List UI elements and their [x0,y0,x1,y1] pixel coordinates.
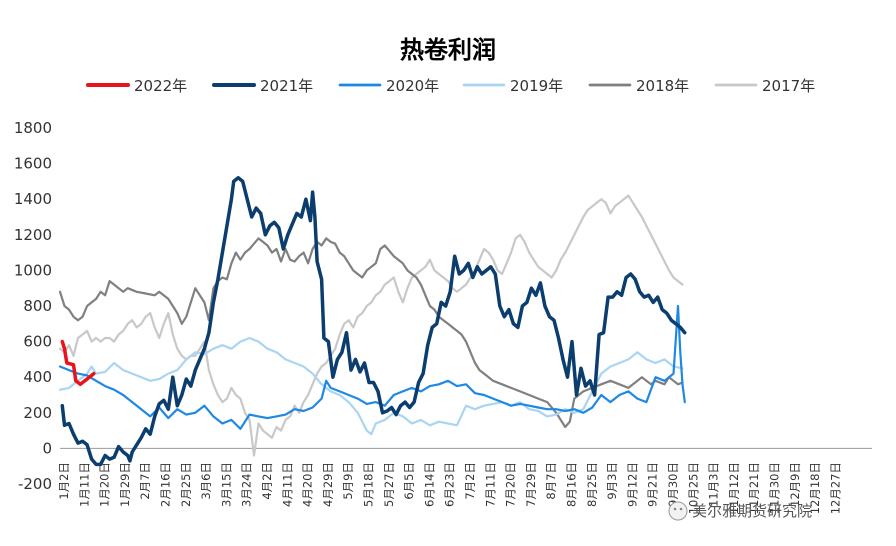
x-tick-label: 12月9日 [788,462,802,507]
x-tick-label: 10月25日 [686,462,700,514]
y-tick-label: 1600 [14,155,52,173]
x-tick-label: 5月9日 [341,462,355,500]
y-tick-label: 0 [42,439,52,457]
x-tick-label: 1月11日 [77,462,91,507]
x-tick-label: 9月3日 [605,462,619,500]
series-line-2021年 [60,176,687,467]
y-tick-label: 1400 [14,190,52,208]
x-tick-label: 11月12日 [727,462,741,514]
y-tick-label: -200 [18,475,52,493]
series-layer [58,176,687,467]
x-tick-label: 6月14日 [422,462,436,507]
series-line-2022年 [60,339,96,387]
watermark: 美尔雅期货研究院 [668,501,812,521]
x-tick-label: 6月5日 [402,462,416,500]
x-tick-label: 2月7日 [138,462,152,500]
x-tick-label: 3月15日 [219,462,233,507]
y-tick-label: 600 [23,333,52,351]
x-tick-label: 2月25日 [179,462,193,507]
x-tick-label: 2月16日 [159,462,173,507]
wechat-icon [668,501,688,521]
y-tick-label: 800 [23,297,52,315]
legend-label: 2022年 [134,77,187,95]
legend-label: 2020年 [386,77,439,95]
x-tick-label: 3月6日 [199,462,213,500]
x-tick-label: 9月21日 [646,462,660,507]
x-tick-label: 3月24日 [240,462,254,507]
legend-label: 2021年 [260,77,313,95]
legend-label: 2017年 [762,77,815,95]
legend-label: 2018年 [636,77,689,95]
x-tick-label: 12月27日 [828,462,842,514]
x-tick-label: 11月21日 [747,462,761,514]
x-tick-label: 8月25日 [585,462,599,507]
y-tick-label: 200 [23,404,52,422]
x-tick-label: 8月16日 [565,462,579,507]
y-tick-label: 400 [23,368,52,386]
series-line-2017年 [58,194,684,457]
x-tick-label: 5月18日 [362,462,376,507]
x-tick-label: 7月2日 [463,462,477,500]
x-tick-label: 11月30日 [768,462,782,514]
y-tick-label: 1000 [14,261,52,279]
x-tick-label: 11月3日 [707,462,721,507]
x-tick-label: 4月29日 [321,462,335,507]
x-tick-label: 1月29日 [118,462,132,507]
x-tick-label: 8月7日 [544,462,558,500]
x-tick-label: 7月11日 [483,462,497,507]
x-tick-label: 7月20日 [504,462,518,507]
x-tick-label: 1月20日 [98,462,112,507]
x-tick-label: 4月11日 [280,462,294,507]
x-tick-label: 5月27日 [382,462,396,507]
chart-title: 热卷利润 [400,35,496,64]
y-tick-label: 1200 [14,226,52,244]
x-tick-label: 1月2日 [57,462,71,500]
y-axis: -200 0 200 400 600 800 1000 1200 1400 1600 1800 [14,119,52,493]
series-line-2018年 [58,237,684,429]
legend-label: 2019年 [510,77,563,95]
watermark-text: 美尔雅期货研究院 [692,502,812,520]
x-tick-label: 7月29日 [524,462,538,507]
y-tick-label: 1800 [14,119,52,137]
x-tick-label: 9月30日 [666,462,680,507]
x-tick-label: 9月12日 [625,462,639,507]
series-line-2019年 [58,336,684,436]
x-tick-label: 6月23日 [443,462,457,507]
x-tick-label: 4月20日 [301,462,315,507]
x-tick-label: 12月18日 [808,462,822,514]
legend: 2022年 2021年 2020年 2019年 2018年 2017年 [86,77,815,95]
x-axis: 1月2日 1月11日 1月20日 1月29日 2月7日 2月16日 2月25日 3月6日 3月1… [57,447,872,514]
x-tick-label: 4月2日 [260,462,274,500]
